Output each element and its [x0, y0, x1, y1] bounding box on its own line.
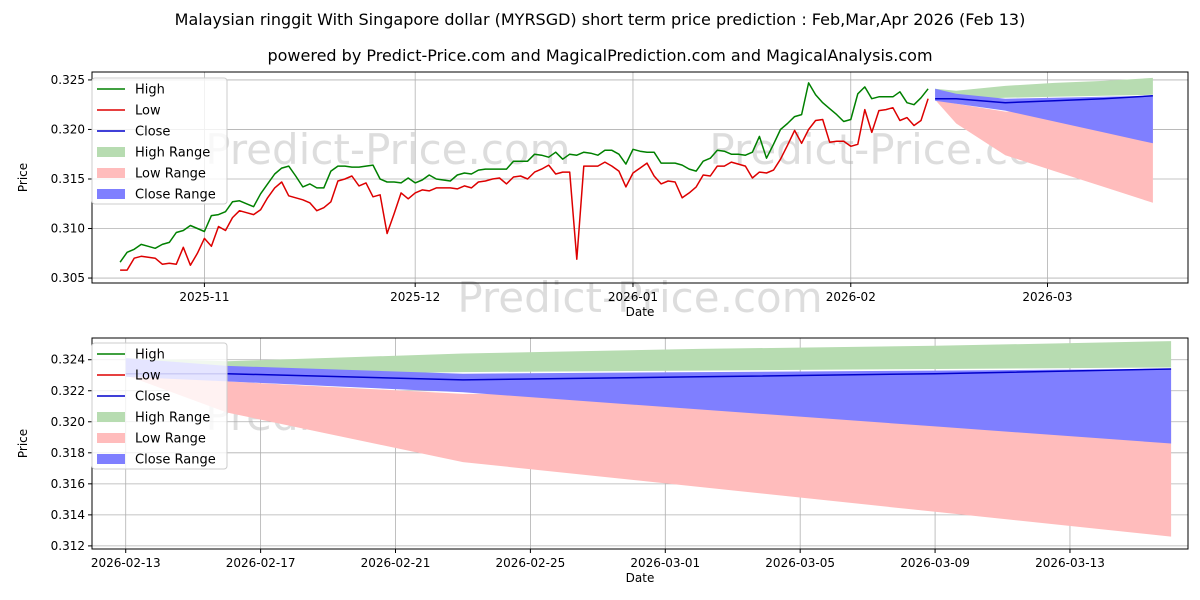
- legend-label: High: [135, 83, 165, 98]
- x-axis-label: Date: [626, 305, 655, 319]
- watermark-text: Predict-Price.com: [205, 125, 570, 174]
- x-tick-label: 2026-01: [608, 290, 658, 304]
- y-tick-label: 0.314: [51, 508, 85, 522]
- x-tick-label: 2026-02-25: [496, 556, 566, 570]
- legend-label: Low: [135, 369, 161, 384]
- legend-label: Low Range: [135, 432, 206, 447]
- low-series-line: [120, 98, 929, 271]
- legend-patch-swatch: [97, 412, 125, 422]
- legend-patch-swatch: [97, 147, 125, 157]
- plot-area: [119, 77, 1153, 271]
- x-tick-label: 2026-03-01: [630, 556, 700, 570]
- legend-patch-swatch: [97, 454, 125, 464]
- close-range-band: [125, 358, 1172, 444]
- x-tick-label: 2026-03-09: [900, 556, 970, 570]
- panel-history: Predict-Price.com Predict-Price.comPredic…: [16, 71, 1189, 322]
- high-series-line: [119, 82, 929, 263]
- x-axis-label: Date: [626, 571, 655, 585]
- y-tick-label: 0.318: [51, 446, 85, 460]
- close-range-band: [935, 88, 1153, 144]
- legend-label: High Range: [135, 411, 210, 426]
- legend-label: High Range: [135, 146, 210, 161]
- close-series-line: [935, 95, 1153, 104]
- y-tick-label: 0.325: [51, 73, 85, 87]
- legend: High Low Close High Range Low Range Close Ran…: [91, 342, 228, 470]
- high-range-band: [125, 341, 1172, 376]
- legend-label: Close: [135, 125, 170, 140]
- legend-label: Close Range: [135, 453, 216, 468]
- watermark-text: Predict-Price.com: [457, 273, 822, 322]
- y-axis-label: Price: [16, 429, 30, 458]
- chart-subtitle: powered by Predict-Price.com and Magical…: [267, 46, 932, 65]
- panel-forecast: Predict-Price.comPredict-Price.com2026-0…: [16, 337, 1189, 585]
- x-tick-label: 2026-03-05: [765, 556, 835, 570]
- y-tick-label: 0.322: [51, 384, 85, 398]
- x-tick-label: 2026-02-13: [91, 556, 161, 570]
- x-tick-label: 2026-02: [826, 290, 876, 304]
- y-tick-label: 0.324: [51, 353, 85, 367]
- y-tick-label: 0.316: [51, 477, 85, 491]
- y-tick-label: 0.320: [51, 415, 85, 429]
- x-tick-label: 2025-11: [179, 290, 229, 304]
- legend-label: High: [135, 348, 165, 363]
- x-tick-label: 2026-03: [1022, 290, 1072, 304]
- chart-title: Malaysian ringgit With Singapore dollar …: [175, 10, 1026, 29]
- legend-box: [91, 342, 228, 470]
- y-axis-label: Price: [16, 163, 30, 192]
- x-tick-label: 2026-03-13: [1035, 556, 1105, 570]
- y-tick-label: 0.320: [51, 122, 85, 136]
- legend-patch-swatch: [97, 168, 125, 178]
- legend-label: Close: [135, 390, 170, 405]
- legend-patch-swatch: [97, 433, 125, 443]
- y-tick-label: 0.315: [51, 172, 85, 186]
- legend: High Low Close High Range Low Range Close Ran…: [91, 77, 228, 205]
- legend-box: [91, 77, 228, 205]
- y-tick-label: 0.310: [51, 222, 85, 236]
- y-tick-label: 0.312: [51, 539, 85, 553]
- legend-label: Close Range: [135, 188, 216, 203]
- y-tick-label: 0.305: [51, 271, 85, 285]
- legend-patch-swatch: [97, 189, 125, 199]
- x-tick-label: 2025-12: [390, 290, 440, 304]
- legend-label: Low: [135, 104, 161, 119]
- high-range-band: [935, 77, 1153, 100]
- legend-label: Low Range: [135, 167, 206, 182]
- x-tick-label: 2026-02-21: [361, 556, 431, 570]
- x-tick-label: 2026-02-17: [226, 556, 296, 570]
